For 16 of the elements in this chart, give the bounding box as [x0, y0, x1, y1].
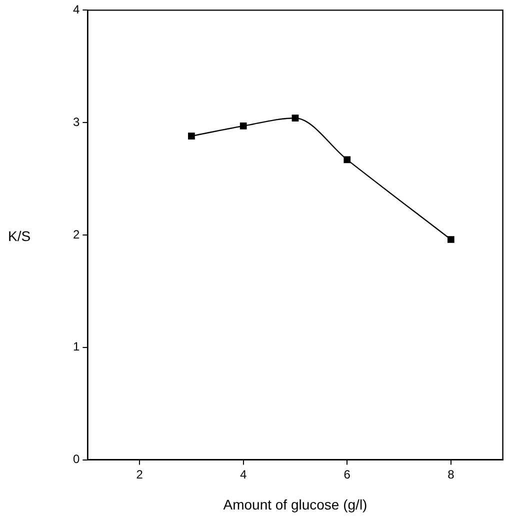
x-tick-label: 4: [240, 467, 247, 482]
x-tick-label: 2: [136, 467, 144, 482]
point: [188, 132, 195, 140]
y-tick-label: 0: [72, 452, 80, 466]
point: [292, 114, 299, 122]
y-axis-title: K/S: [8, 228, 31, 244]
y-tick-label: 1: [72, 340, 80, 354]
y-tick-label: 2: [72, 227, 80, 242]
x-axis-title: Amount of glucose (g/l): [223, 496, 368, 512]
y-tick-label: 4: [72, 2, 80, 17]
x-tick-label: 6: [344, 467, 351, 482]
point: [240, 122, 247, 130]
point: [447, 236, 454, 243]
y-tick-label: 3: [72, 114, 80, 129]
x-tick-label: 8: [448, 467, 455, 482]
point: [344, 156, 351, 164]
